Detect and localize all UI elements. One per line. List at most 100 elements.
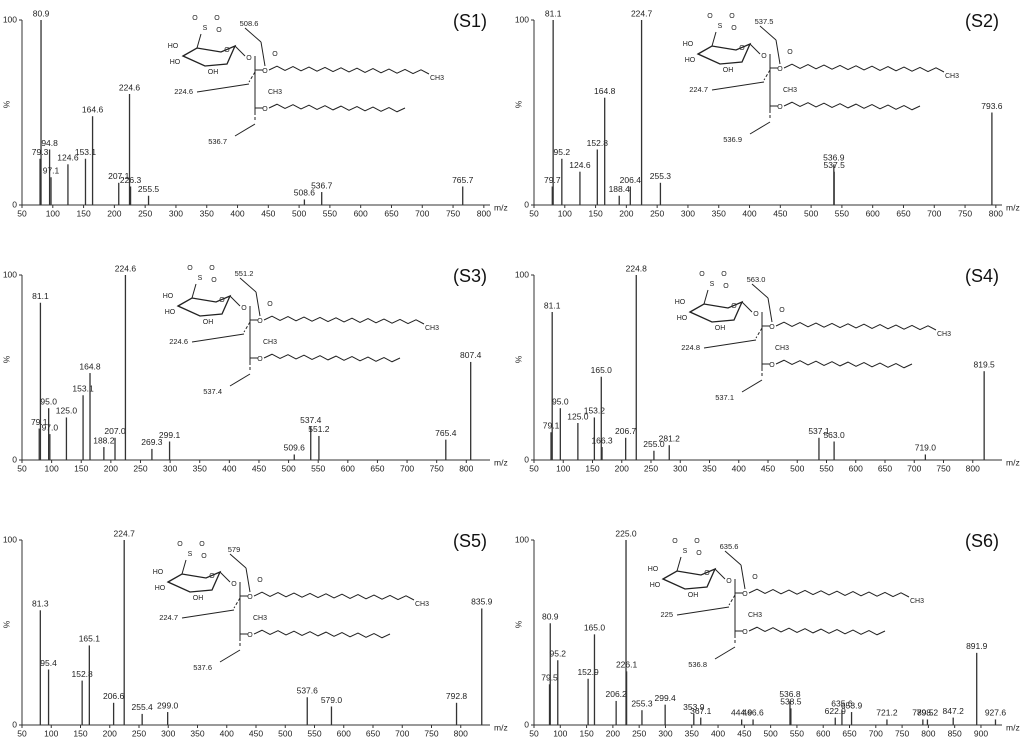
peak-label: 152.8 (71, 669, 93, 679)
peak-label: 80.9 (542, 612, 559, 622)
x-tick-label: 100 (44, 728, 58, 738)
atom-label: O (777, 104, 783, 111)
x-tick-label: 550 (790, 728, 804, 738)
fragment-label: 225 (660, 610, 673, 619)
atom-label: HO (685, 57, 696, 64)
x-tick-label: 800 (966, 463, 980, 473)
chain (253, 591, 415, 601)
atom-label: OH (208, 69, 219, 76)
bond (728, 594, 736, 606)
x-tick-label: 250 (644, 463, 658, 473)
bond (196, 33, 202, 49)
bond (741, 379, 763, 393)
x-tick-label: 550 (311, 463, 325, 473)
atom-label: S (710, 281, 715, 288)
atom-label: O (246, 55, 252, 62)
atom-label: O (753, 311, 759, 318)
peak-label: 466.6 (742, 708, 764, 718)
peak-label: 224.7 (114, 528, 136, 538)
peak-label: 79.7 (544, 175, 561, 185)
x-tick-label: 550 (819, 463, 833, 473)
peak-label: 152.9 (577, 667, 599, 677)
peak-label: 508.6 (294, 188, 316, 198)
atom-label: OH (193, 595, 204, 602)
peak-label: 792.8 (446, 691, 468, 701)
bond (239, 277, 257, 293)
atom-label: O (704, 570, 710, 577)
x-tick-label: 600 (341, 463, 355, 473)
panel-title: (S2) (965, 11, 999, 31)
y-tick-label: 100 (3, 269, 17, 279)
atom-label: O (769, 324, 775, 331)
bond (714, 568, 726, 580)
x-tick-label: 200 (606, 728, 620, 738)
atom-label: O (731, 303, 737, 310)
atom-label: O (257, 356, 263, 363)
x-tick-label: 200 (107, 208, 121, 218)
x-tick-label: 600 (337, 728, 351, 738)
peak-label: 124.6 (57, 153, 79, 163)
x-tick-label: 450 (773, 208, 787, 218)
atom-label: HO (168, 43, 179, 50)
bond (245, 567, 251, 593)
fragment-label: 536.9 (723, 135, 742, 144)
fragment-label: 508.6 (240, 19, 259, 28)
x-tick-label: 750 (424, 728, 438, 738)
atom-label: CH3 (945, 73, 959, 80)
chain (263, 315, 425, 325)
peak-label: 97.0 (42, 422, 59, 432)
atom-label: O (187, 265, 193, 272)
peak-label: 79.1 (543, 421, 560, 431)
peak-label: 166.3 (591, 435, 613, 445)
peak-label: 255.3 (650, 171, 672, 181)
x-tick-label: 800 (459, 463, 473, 473)
x-tick-label: 500 (804, 208, 818, 218)
bond (243, 321, 251, 333)
x-tick-label: 150 (579, 728, 593, 738)
peak-label: 79.3 (32, 147, 49, 157)
fragment-label: 537.4 (203, 387, 222, 396)
peak-label: 125.0 (56, 406, 78, 416)
chain (748, 588, 910, 598)
atom-label: S (203, 25, 208, 32)
peak-label: 536.9 (823, 153, 845, 163)
chain (783, 63, 945, 73)
peak-label: 538.5 (780, 697, 802, 707)
atom-label: O (211, 277, 217, 284)
x-axis-label: m/z (1006, 457, 1020, 467)
atom-label: O (726, 578, 732, 585)
bond (749, 43, 761, 55)
x-tick-label: 650 (384, 208, 398, 218)
atom-label: O (262, 68, 268, 75)
peak-label: 537.4 (300, 415, 322, 425)
peak-label: 95.0 (40, 396, 57, 406)
x-tick-label: 750 (958, 208, 972, 218)
peak-label: 509.6 (284, 443, 306, 453)
bond (233, 597, 241, 609)
bond (191, 333, 245, 343)
x-tick-label: 650 (366, 728, 380, 738)
chain (268, 103, 406, 113)
peak-label: 299.1 (159, 430, 181, 440)
bond (255, 291, 261, 317)
peak-label: 164.8 (79, 361, 101, 371)
bond (759, 25, 777, 41)
atom-label: OH (203, 319, 214, 326)
fragment-label: 224.6 (174, 87, 193, 96)
chain (748, 626, 886, 636)
x-tick-label: 750 (430, 463, 444, 473)
peak-label: 164.6 (82, 104, 104, 114)
x-tick-label: 550 (835, 208, 849, 218)
x-tick-label: 700 (395, 728, 409, 738)
peak-label: 299.4 (655, 693, 677, 703)
x-tick-label: 650 (878, 463, 892, 473)
x-tick-label: 450 (249, 728, 263, 738)
atom-label: O (272, 51, 278, 58)
atom-label: O (707, 13, 713, 20)
x-tick-label: 150 (74, 463, 88, 473)
x-tick-label: 150 (585, 463, 599, 473)
peak-label: 835.9 (471, 597, 493, 607)
peak-label: 269.3 (141, 437, 163, 447)
peak-label: 80.9 (33, 8, 50, 18)
bond (751, 283, 769, 299)
